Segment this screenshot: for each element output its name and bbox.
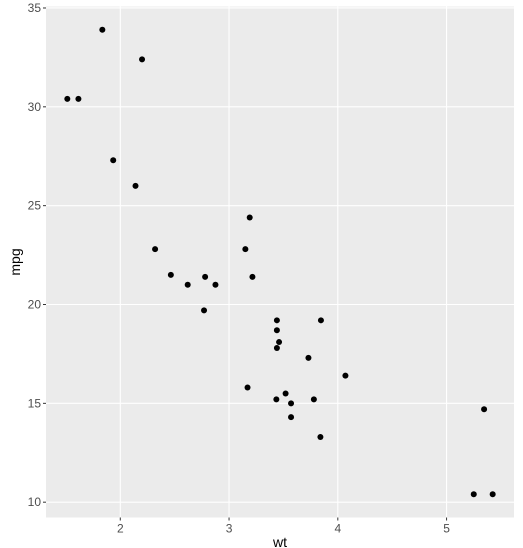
point [184, 281, 191, 288]
point [152, 246, 159, 253]
point [273, 317, 280, 324]
point [276, 339, 283, 346]
point [273, 327, 280, 334]
y-tick-label: 10 [28, 495, 42, 509]
y-tick-label: 25 [28, 199, 42, 213]
point [75, 95, 82, 102]
point [132, 182, 139, 189]
point [212, 281, 219, 288]
plot-panel [46, 6, 514, 518]
point [139, 56, 146, 63]
point [99, 26, 106, 33]
point [244, 384, 251, 391]
point [317, 317, 324, 324]
x-tick-label: 4 [334, 522, 341, 536]
point [342, 372, 349, 379]
point [310, 396, 317, 403]
point [481, 406, 488, 413]
x-tick-label: 3 [226, 522, 233, 536]
point [64, 95, 71, 102]
point [273, 396, 280, 403]
x-tick-label: 5 [443, 522, 450, 536]
point [110, 157, 117, 164]
point [273, 344, 280, 351]
point [288, 414, 295, 421]
point [317, 433, 324, 440]
point [201, 307, 208, 314]
point [242, 246, 249, 253]
point [288, 400, 295, 407]
y-tick-label: 35 [28, 1, 42, 15]
point [202, 273, 209, 280]
point [305, 354, 312, 361]
point [246, 214, 253, 221]
point [167, 271, 174, 278]
x-tick-label: 2 [117, 522, 124, 536]
y-tick-label: 15 [28, 396, 42, 410]
point [470, 491, 477, 498]
y-tick-label: 30 [28, 100, 42, 114]
y-tick-label: 20 [28, 298, 42, 312]
y-axis-title: mpg [7, 248, 23, 275]
point [282, 390, 289, 397]
x-axis-title: wt [272, 534, 287, 548]
point [489, 491, 496, 498]
point [249, 273, 256, 280]
